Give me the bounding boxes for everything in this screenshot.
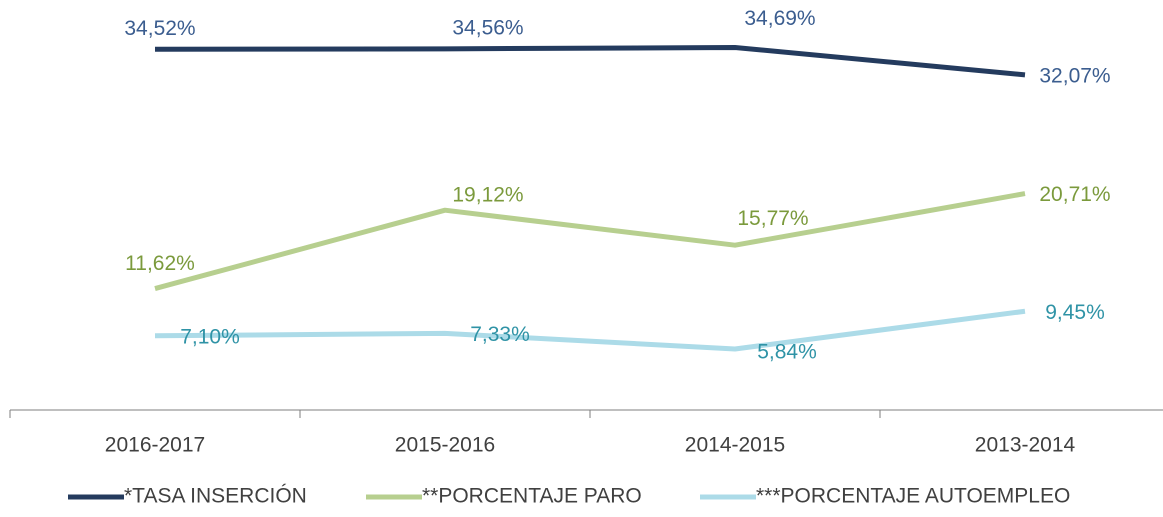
- legend-label: *TASA INSERCIÓN: [124, 485, 307, 508]
- x-tick-label: 2014-2015: [685, 434, 785, 457]
- legend-label: **PORCENTAJE PARO: [422, 485, 642, 508]
- data-label: 9,45%: [1045, 301, 1105, 324]
- data-label: 32,07%: [1039, 64, 1110, 87]
- data-label: 7,33%: [470, 323, 530, 346]
- legend-label: ***PORCENTAJE AUTOEMPLEO: [756, 485, 1070, 508]
- data-label: 34,52%: [124, 17, 195, 40]
- x-tick-label: 2016-2017: [105, 434, 205, 457]
- data-label: 11,62%: [125, 252, 195, 275]
- data-label: 7,10%: [180, 325, 240, 348]
- x-tick-label: 2013-2014: [975, 434, 1076, 457]
- line: [154, 44, 1026, 78]
- data-label: 34,56%: [452, 16, 523, 39]
- data-label: 15,77%: [737, 207, 808, 230]
- line: [154, 308, 1026, 352]
- data-label: 34,69%: [744, 7, 815, 30]
- x-tick-label: 2015-2016: [395, 434, 495, 457]
- data-label: 20,71%: [1039, 183, 1110, 206]
- data-label: 5,84%: [757, 341, 817, 364]
- data-label: 19,12%: [452, 184, 523, 207]
- line: [154, 191, 1026, 291]
